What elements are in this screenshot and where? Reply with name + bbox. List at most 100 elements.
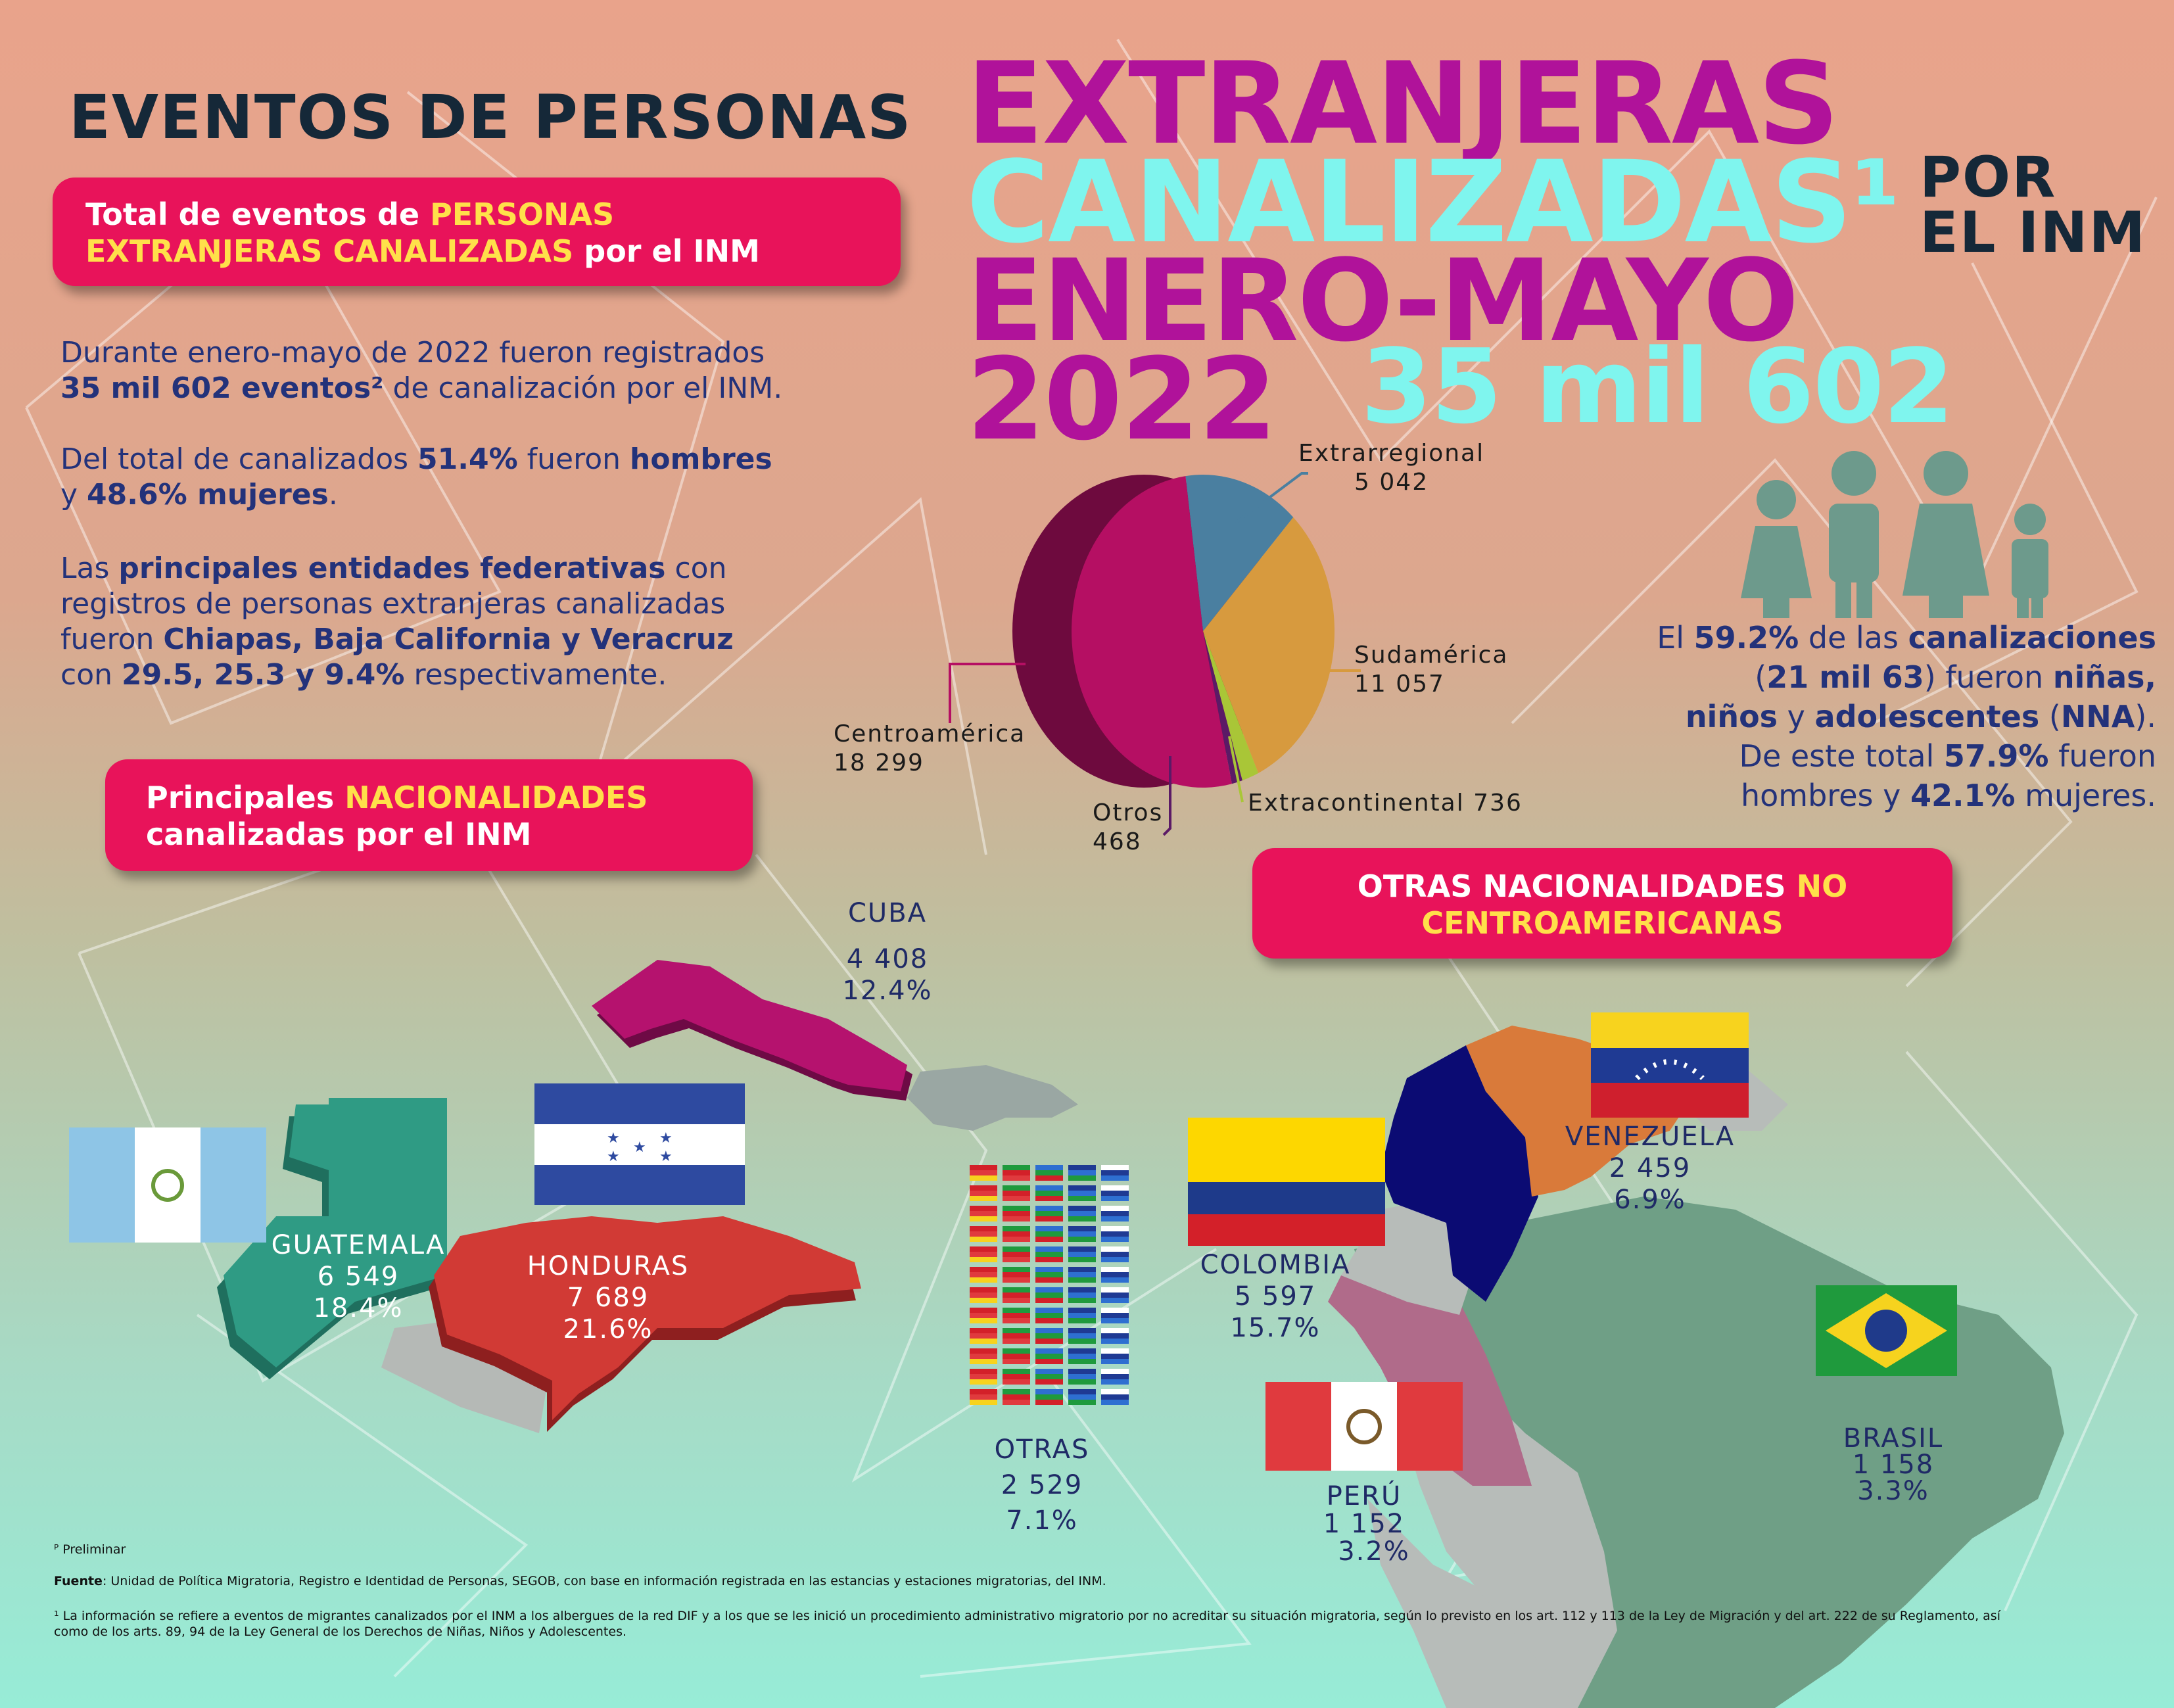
mini-flag-stripe bbox=[1003, 1231, 1030, 1237]
summary-text: . bbox=[328, 478, 338, 511]
nna-bold: niños bbox=[1685, 699, 1778, 734]
summary-text: fueron bbox=[517, 442, 630, 476]
label-otros: Otros 468 bbox=[1093, 799, 1163, 857]
nna-bold: 21 mil 63 bbox=[1766, 659, 1924, 695]
footer-fuente-label: Fuente bbox=[54, 1574, 103, 1588]
label-sudamerica: Sudamérica 11 057 bbox=[1354, 641, 1508, 699]
brasil-pct: 3.3% bbox=[1857, 1476, 1929, 1506]
mini-flag-stripe bbox=[1035, 1175, 1063, 1181]
pie-slice-extrarregional bbox=[1185, 475, 1294, 631]
summary-bold: 48.6% mujeres bbox=[87, 478, 329, 511]
mini-flag-stripe bbox=[1035, 1293, 1063, 1298]
mini-flag-stripe bbox=[1101, 1333, 1129, 1339]
summary-bold: 29.5, 25.3 y 9.4% bbox=[121, 658, 405, 692]
mini-flag-stripe bbox=[970, 1165, 997, 1170]
mini-flag-stripe bbox=[970, 1339, 997, 1344]
mini-flag-stripe bbox=[970, 1389, 997, 1394]
nna-paragraph: El 59.2% de las canalizaciones (21 mil 6… bbox=[1538, 618, 2156, 815]
mini-flag-stripe bbox=[1101, 1272, 1129, 1277]
nna-text: hombres y bbox=[1740, 778, 1910, 813]
label-extrarregional-value: 5 042 bbox=[1354, 469, 1429, 496]
label-honduras: HONDURAS 7 689 21.6% bbox=[516, 1250, 700, 1345]
venezuela-pct: 6.9% bbox=[1614, 1185, 1686, 1215]
nna-bold: NNA bbox=[2060, 699, 2135, 734]
nna-text: ) fueron bbox=[1924, 659, 2053, 695]
mini-flag-stripe bbox=[1068, 1277, 1096, 1283]
mini-flag-stripe bbox=[1035, 1313, 1063, 1318]
mini-flag-stripe bbox=[1101, 1359, 1129, 1364]
mini-flag-stripe bbox=[970, 1277, 997, 1283]
nna-bold: 59.2% bbox=[1693, 620, 1799, 655]
peru-pct: 3.2% bbox=[1338, 1536, 1410, 1567]
mini-flag-stripe bbox=[1101, 1308, 1129, 1313]
summary-paragraph-3: Las principales entidades federativas co… bbox=[60, 551, 915, 693]
venezuela-flag bbox=[1591, 1012, 1749, 1118]
label-centroamerica: Centroamérica 18 299 bbox=[834, 720, 1026, 778]
mini-flag-stripe bbox=[1035, 1298, 1063, 1303]
cuba-shape bbox=[592, 960, 907, 1091]
mini-flag-stripe bbox=[1035, 1185, 1063, 1191]
guatemala-flag bbox=[69, 1127, 266, 1243]
total-events: 35 mil 602 bbox=[1361, 327, 1954, 446]
summary-text: respectivamente. bbox=[404, 658, 667, 692]
mini-flag-stripe bbox=[970, 1191, 997, 1196]
nna-text: El bbox=[1657, 620, 1694, 655]
mini-flag-stripe bbox=[1101, 1348, 1129, 1354]
guatemala-shape bbox=[224, 1098, 447, 1367]
mini-flag-stripe bbox=[1068, 1318, 1096, 1323]
mini-flag-stripe bbox=[1101, 1170, 1129, 1175]
footer-preliminar: ᴾ Preliminar bbox=[54, 1542, 126, 1557]
cuba-name: CUBA bbox=[847, 898, 927, 928]
mini-flag-stripe bbox=[1101, 1394, 1129, 1400]
summary-text: y bbox=[60, 478, 87, 511]
pill-total-eventos: Total de eventos de PERSONAS EXTRANJERAS… bbox=[53, 178, 901, 286]
mini-flag-stripe bbox=[970, 1226, 997, 1231]
footer-fuente-text: : Unidad de Política Migratoria, Registr… bbox=[102, 1574, 1106, 1588]
mini-flag-stripe bbox=[1068, 1333, 1096, 1339]
summary-text: con bbox=[60, 658, 122, 692]
mini-flag-stripe bbox=[1003, 1170, 1030, 1175]
mini-flag-stripe bbox=[1035, 1216, 1063, 1222]
mini-flag-stripe bbox=[1003, 1400, 1030, 1405]
title-por: POR bbox=[1920, 145, 2057, 210]
mini-flag-stripe bbox=[1068, 1359, 1096, 1364]
label-cuba: CUBA 4 408 12.4% bbox=[835, 897, 940, 1007]
mini-flag-stripe bbox=[1068, 1191, 1096, 1196]
label-centroamerica-name: Centroamérica bbox=[834, 721, 1026, 747]
mini-flag-stripe bbox=[1003, 1252, 1030, 1257]
mini-flag-stripe bbox=[1035, 1231, 1063, 1237]
summary-text: de canalización por el INM. bbox=[383, 371, 783, 405]
footer-fuente: Fuente: Unidad de Política Migratoria, R… bbox=[54, 1573, 1106, 1589]
mini-flag-stripe bbox=[1035, 1211, 1063, 1216]
mini-flag-stripe bbox=[1068, 1175, 1096, 1181]
mini-flag-stripe bbox=[970, 1313, 997, 1318]
colombia-name: COLOMBIA bbox=[1200, 1250, 1351, 1280]
mini-flag-stripe bbox=[1068, 1272, 1096, 1277]
mini-flag-stripe bbox=[970, 1175, 997, 1181]
pill-nac-text1: Principales bbox=[146, 780, 345, 815]
mini-flag-stripe bbox=[1035, 1165, 1063, 1170]
mini-flag-stripe bbox=[1035, 1359, 1063, 1364]
mini-flag-stripe bbox=[1068, 1196, 1096, 1201]
summary-text: con bbox=[665, 552, 727, 585]
mini-flag-stripe bbox=[1003, 1374, 1030, 1379]
mini-flag-stripe bbox=[1068, 1267, 1096, 1272]
summary-paragraph-2: Del total de canalizados 51.4% fueron ho… bbox=[60, 442, 915, 513]
mini-flag-stripe bbox=[1068, 1216, 1096, 1222]
summary-text: registros de personas extranjeras canali… bbox=[60, 587, 726, 621]
venezuela-name: VENEZUELA bbox=[1565, 1122, 1736, 1152]
mini-flag-stripe bbox=[1068, 1379, 1096, 1385]
mini-flag-stripe bbox=[1035, 1246, 1063, 1252]
mini-flag-stripe bbox=[1101, 1293, 1129, 1298]
label-otros-value: 468 bbox=[1093, 828, 1142, 855]
mini-flag-stripe bbox=[1003, 1216, 1030, 1222]
svg-text:★: ★ bbox=[633, 1139, 646, 1156]
svg-text:★: ★ bbox=[607, 1130, 620, 1147]
honduras-flag: ★ ★ ★ ★ ★ bbox=[534, 1083, 745, 1205]
mini-flag-stripe bbox=[1068, 1246, 1096, 1252]
mini-flag-stripe bbox=[1101, 1226, 1129, 1231]
mini-flag-stripe bbox=[1101, 1165, 1129, 1170]
mini-flag-stripe bbox=[1035, 1196, 1063, 1201]
mini-flag-stripe bbox=[1035, 1394, 1063, 1400]
mini-flag-stripe bbox=[1068, 1206, 1096, 1211]
